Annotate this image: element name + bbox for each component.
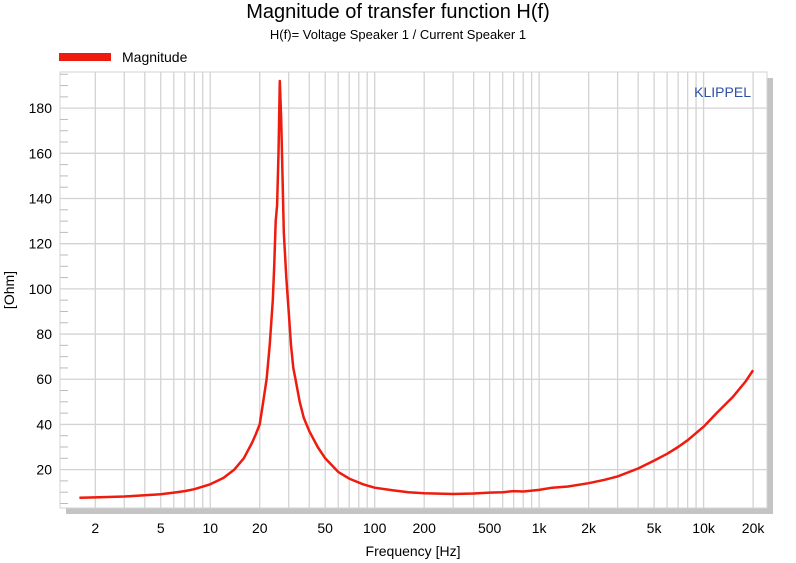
y-tick-label: 180 [29,100,53,116]
klippel-watermark: KLIPPEL [694,84,751,100]
x-tick-label: 2 [91,520,99,536]
y-tick-label: 60 [36,371,52,387]
y-tick-label: 40 [36,416,52,432]
x-tick-label: 10k [692,520,716,536]
x-tick-label: 50 [317,520,333,536]
x-axis-label: Frequency [Hz] [366,543,461,559]
plot-area [59,71,768,509]
y-tick-label: 20 [36,462,52,478]
series-line-magnitude [79,79,755,500]
y-axis-label: [Ohm] [1,271,17,309]
x-tick-label: 2k [581,520,597,536]
x-tick-label: 10 [202,520,218,536]
y-tick-label: 100 [29,281,53,297]
x-tick-label: 5 [157,520,165,536]
x-tick-label: 20k [742,520,766,536]
y-tick-label: 120 [29,236,53,252]
y-tick-label: 80 [36,326,52,342]
x-tick-label: 500 [478,520,502,536]
chart-title: Magnitude of transfer function H(f) [246,1,550,23]
x-tick-label: 100 [363,520,387,536]
legend-label: Magnitude [122,49,188,65]
legend-swatch [59,53,111,61]
x-tick-label: 20 [252,520,268,536]
chart-subtitle: H(f)= Voltage Speaker 1 / Current Speake… [269,27,527,42]
x-tick-label: 200 [413,520,437,536]
x-tick-label: 5k [647,520,663,536]
x-tick-label: 1k [532,520,548,536]
y-tick-label: 160 [29,145,53,161]
y-tick-label: 140 [29,191,53,207]
